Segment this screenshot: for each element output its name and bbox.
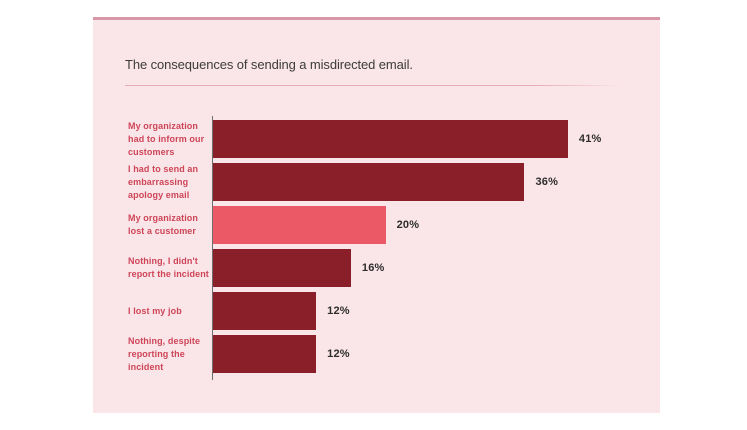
category-label: My organization lost a customer: [128, 213, 199, 236]
value-label: 12%: [327, 348, 350, 360]
bar: [212, 292, 317, 330]
value-label: 36%: [535, 176, 559, 188]
title-divider: [125, 85, 622, 86]
value-label: 20%: [396, 219, 420, 231]
value-label: 16%: [361, 262, 385, 274]
value-label: 41%: [578, 133, 602, 145]
bar-row: I lost my job 12%: [128, 292, 602, 330]
bar-row: Nothing, despite reporting the incident …: [128, 335, 602, 373]
category-label: I had to send an embarrassing apology em…: [128, 163, 199, 200]
bar-row: My organization had to inform our custom…: [128, 120, 602, 158]
bar: [212, 335, 317, 373]
bar: [212, 120, 568, 158]
bar-rows: My organization had to inform our custom…: [128, 120, 602, 373]
bar-row: My organization lost a customer 20%: [128, 206, 602, 244]
bar: [212, 249, 351, 287]
bar-row: I had to send an embarrassing apology em…: [128, 163, 602, 201]
chart-panel: The consequences of sending a misdirecte…: [93, 17, 660, 413]
category-label: Nothing, I didn't report the incident: [128, 256, 209, 279]
category-label: My organization had to inform our custom…: [128, 120, 205, 157]
plot-area: My organization had to inform our custom…: [128, 116, 602, 380]
chart-title: The consequences of sending a misdirecte…: [125, 57, 413, 72]
bar-row: Nothing, I didn't report the incident 16…: [128, 249, 602, 287]
bar: [212, 163, 525, 201]
category-label: I lost my job: [128, 305, 182, 316]
bar: [212, 206, 386, 244]
value-label: 12%: [327, 305, 350, 317]
category-label: Nothing, despite reporting the incident: [128, 335, 201, 372]
y-axis-line: [212, 116, 213, 380]
